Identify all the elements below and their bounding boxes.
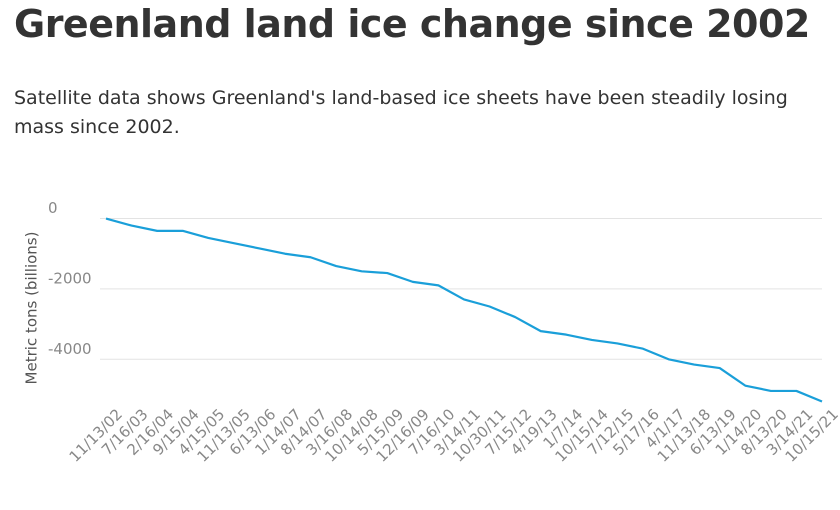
data-line [105, 217, 823, 403]
y-tick-label: -2000 [48, 269, 92, 287]
y-axis-label: Metric tons (billions) [23, 232, 41, 385]
chart-subtitle: Satellite data shows Greenland's land-ba… [14, 87, 788, 138]
y-tick-label: 0 [48, 199, 58, 217]
chart-title: Greenland land ice change since 2002 [14, 2, 810, 46]
y-tick-label: -4000 [48, 340, 92, 358]
